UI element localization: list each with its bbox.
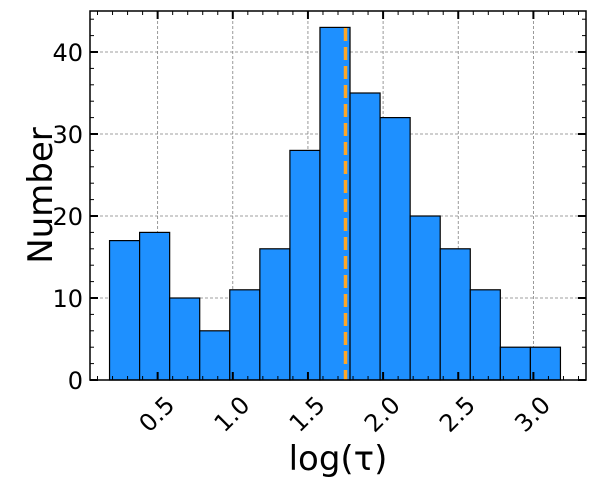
y-tick-label: 40 [52, 39, 83, 67]
histogram-bar [349, 92, 381, 381]
x-axis-title: log(τ) [289, 439, 388, 479]
x-tick-label: 3.0 [509, 391, 556, 438]
y-tick-label: 0 [68, 367, 83, 395]
x-tick-label: 2.5 [434, 391, 481, 438]
histogram-bar [259, 248, 291, 381]
histogram-bars [108, 26, 562, 381]
histogram-bar [289, 149, 321, 381]
axis-ticks [90, 11, 586, 381]
x-tick-labels: 0.5 1.0 1.5 2.0 2.5 3.0 [134, 391, 557, 438]
y-axis-title: Number [21, 127, 61, 264]
x-tick-label: 0.5 [134, 391, 181, 438]
y-tick-label: 30 [52, 121, 83, 149]
histogram-bar [499, 346, 531, 381]
x-tick-label: 1.5 [284, 391, 331, 438]
histogram-bar [379, 116, 411, 381]
x-tick-label: 1.0 [209, 391, 256, 438]
y-tick-labels: 0 10 20 30 40 [52, 39, 83, 395]
histogram-bar [139, 231, 171, 381]
histogram-bar [409, 215, 441, 381]
x-tick-label: 2.0 [359, 391, 406, 438]
histogram-bar [469, 289, 501, 381]
histogram-bar [439, 248, 471, 381]
histogram-bar [169, 297, 201, 381]
histogram-bar [108, 240, 141, 381]
y-tick-label: 10 [52, 285, 83, 313]
histogram-bar [529, 346, 562, 381]
histogram-bar [199, 330, 231, 381]
y-tick-label: 20 [52, 203, 83, 231]
histogram-bar [229, 289, 261, 381]
